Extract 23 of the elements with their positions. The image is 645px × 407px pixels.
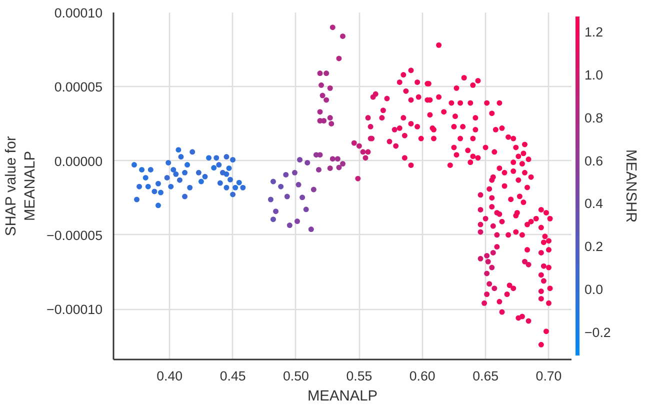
color-bar-label: 1.2 xyxy=(584,24,604,40)
x-tick-label: 0.65 xyxy=(472,368,499,384)
x-axis-title: MEANALP xyxy=(307,388,378,404)
y-tick-label: −0.00010 xyxy=(46,302,103,318)
color-bar-label: 1.0 xyxy=(584,67,604,82)
color-bar-label: 0.0 xyxy=(584,282,604,297)
x-tick-label: 0.55 xyxy=(346,368,372,384)
color-bar-label: −0.2 xyxy=(584,324,611,340)
color-bar-label: 0.2 xyxy=(584,239,604,254)
y-tick-label: −0.00005 xyxy=(46,228,103,243)
color-bar-title: MEANSHR xyxy=(622,149,638,223)
x-tick-label: 0.50 xyxy=(283,368,309,384)
x-tick-label: 0.70 xyxy=(536,368,562,384)
color-bar-label: 0.8 xyxy=(584,110,604,126)
y-axis-title: SHAP value for MEANALP xyxy=(3,136,39,236)
x-tick-label: 0.40 xyxy=(156,368,183,384)
y-tick-label: 0.00005 xyxy=(54,80,103,95)
x-tick-label: 0.60 xyxy=(409,368,436,384)
y-tick-label: 0.00000 xyxy=(54,154,103,169)
color-bar-label: 0.6 xyxy=(584,153,604,168)
color-bar-label: 0.4 xyxy=(584,196,604,212)
x-tick-label: 0.45 xyxy=(220,368,246,384)
y-tick-label: 0.00010 xyxy=(54,6,103,20)
